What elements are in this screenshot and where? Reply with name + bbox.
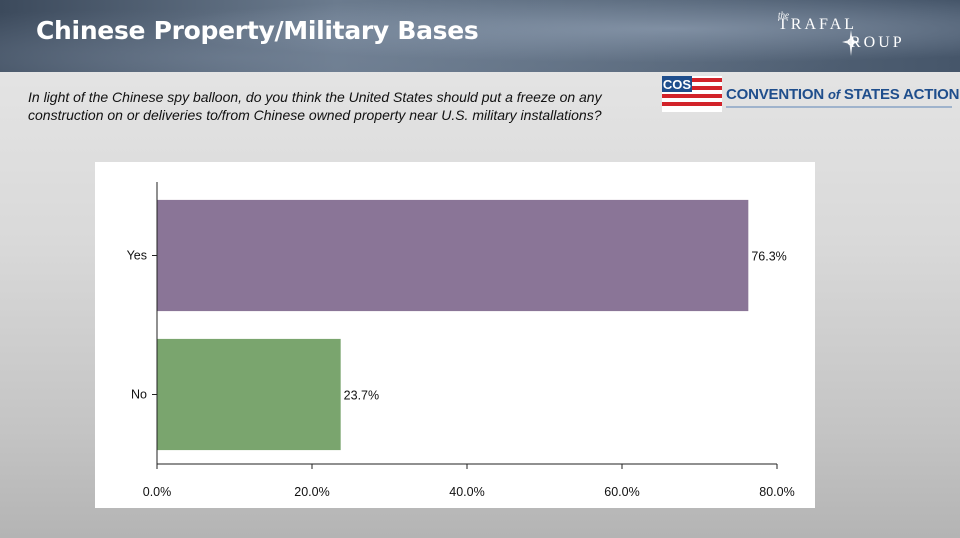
cos-name: CONVENTION of STATES ACTION <box>726 86 959 103</box>
cos-name-part2: STATES ACTION <box>839 86 960 103</box>
compass-g-icon <box>842 30 860 56</box>
trafalgar-group-logo: the TRAFAL ROUP <box>772 8 932 64</box>
data-label-yes: 76.3% <box>751 250 786 264</box>
cos-flag-icon: COS <box>662 76 722 112</box>
brand-line2-text: ROUP <box>850 34 905 51</box>
survey-question: In light of the Chinese spy balloon, do … <box>28 89 602 123</box>
y-tick-label-yes: Yes <box>127 249 147 263</box>
x-tick-label: 40.0% <box>449 485 484 499</box>
page-title: Chinese Property/Military Bases <box>36 16 479 45</box>
x-tick-label: 20.0% <box>294 485 329 499</box>
data-label-no: 23.7% <box>344 389 379 403</box>
y-tick-label-no: No <box>131 388 147 402</box>
chart-panel: 76.3% Yes 23.7% No 0.0% 20.0% 40.0% 60.0% 80.0% <box>95 162 815 508</box>
cos-abbr: COS <box>663 77 692 92</box>
bar-no <box>157 338 341 451</box>
bar-chart: 76.3% Yes 23.7% No 0.0% 20.0% 40.0% 60.0% 80.0% <box>127 182 795 499</box>
x-tick-label: 60.0% <box>604 485 639 499</box>
brand-the-text: the <box>778 10 789 20</box>
x-tick-label: 80.0% <box>759 485 794 499</box>
x-tick-label: 0.0% <box>143 485 172 499</box>
cos-name-part1: CONVENTION <box>726 86 828 103</box>
header-banner: Chinese Property/Military Bases the TRAF… <box>0 0 960 72</box>
bar-yes <box>157 199 749 312</box>
brand-line1-text: TRAFAL <box>778 16 858 33</box>
convention-of-states-logo: COS CONVENTION of STATES ACTION <box>662 76 959 112</box>
cos-name-of: of <box>827 87 840 102</box>
cos-underline <box>726 106 952 108</box>
